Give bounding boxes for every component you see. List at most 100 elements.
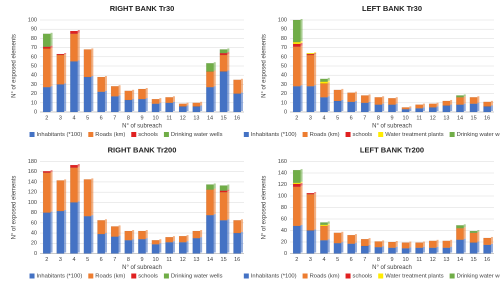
x-tick-label: 8 <box>127 257 130 263</box>
chart-title: RIGHT BANK Tr200 <box>108 145 177 154</box>
bar-segment <box>360 95 369 103</box>
bar-side <box>240 78 243 93</box>
bar-segment <box>138 88 146 100</box>
legend-label: Roads (km) <box>95 274 125 280</box>
legend-swatch <box>88 132 94 137</box>
bar-side <box>490 236 493 244</box>
chart-title: LEFT BANK Tr30 <box>362 4 422 13</box>
x-tick-label: 2 <box>45 257 48 263</box>
bar-side <box>64 210 67 253</box>
bar-side <box>186 235 189 242</box>
bar-segment <box>347 243 356 254</box>
bar-side <box>227 219 230 253</box>
bar-segment <box>292 41 301 45</box>
bar-segment <box>178 103 187 107</box>
bar-segment <box>42 87 51 113</box>
legend-label: Roads (km) <box>310 274 340 280</box>
x-tick-label: 3 <box>309 115 312 121</box>
bar-segment <box>233 79 242 94</box>
y-tick-label: 20 <box>281 239 287 245</box>
bar-side <box>477 96 480 103</box>
bar-segment <box>165 102 174 113</box>
bar-segment <box>206 189 214 216</box>
bar-side <box>327 224 330 240</box>
bar-segment <box>70 202 78 254</box>
y-tick-label: 60 <box>31 220 37 226</box>
bar-side <box>395 241 398 247</box>
y-tick-label: 50 <box>281 63 287 69</box>
y-tick-label: 40 <box>281 228 287 234</box>
bar-segment <box>347 101 356 113</box>
x-tick-label: 9 <box>140 257 143 263</box>
bar-segment <box>415 108 424 113</box>
bar-side <box>159 243 162 253</box>
legend-label: Drinking water wells <box>457 274 500 280</box>
y-tick-label: 40 <box>31 231 37 237</box>
bar-segment <box>178 242 187 254</box>
x-tick-label: 4 <box>72 115 75 121</box>
y-tick-label: 140 <box>278 170 287 176</box>
bar-side <box>145 230 148 239</box>
bar-segment <box>442 105 451 113</box>
x-axis-title: N° of subreach <box>372 124 412 130</box>
bar-side <box>159 98 162 103</box>
bar-segment <box>56 84 65 113</box>
bar-side <box>409 247 412 253</box>
bar-side <box>213 214 216 253</box>
y-tick-label: 60 <box>281 54 287 60</box>
legend-swatch <box>29 273 35 279</box>
bar-segment <box>388 241 396 248</box>
bar-segment <box>42 171 51 173</box>
x-tick-label: 12 <box>180 257 186 263</box>
bar-segment <box>292 225 301 254</box>
bar-side <box>327 223 330 225</box>
legend-label: schools <box>353 132 373 138</box>
bar-side <box>422 107 425 111</box>
bar-side <box>118 235 121 253</box>
bar-side <box>341 242 344 253</box>
x-tick-label: 4 <box>322 257 325 263</box>
x-tick-label: 15 <box>471 115 477 121</box>
legend-label: schools <box>353 274 373 280</box>
legend-swatch <box>378 132 384 137</box>
bar-segment <box>151 244 160 254</box>
bar-segment <box>415 242 424 248</box>
chart-panel: RIGHT BANK Tr200 0 20 40 60 80 100 120 140 160 180… <box>12 145 244 280</box>
bar-segment <box>360 102 369 113</box>
bar-side <box>463 227 466 239</box>
bar-side <box>118 225 121 236</box>
x-tick-label: 11 <box>416 115 422 121</box>
bar-side <box>463 94 466 97</box>
y-tick-label: 180 <box>28 159 37 165</box>
bar-side <box>422 246 425 253</box>
legend-swatch <box>131 132 137 137</box>
bar-segment <box>219 185 228 191</box>
bar-segment <box>206 215 214 254</box>
bar-segment <box>233 220 242 234</box>
bar-side <box>300 169 303 182</box>
x-tick-label: 7 <box>363 115 366 121</box>
bar-segment <box>70 30 78 34</box>
y-tick-label: 60 <box>31 54 37 60</box>
bar-side <box>104 233 107 253</box>
y-axis-title: N° of exposed elements <box>262 34 268 98</box>
bar-segment <box>97 220 106 235</box>
bar-segment <box>97 91 106 113</box>
bar-side <box>213 183 216 189</box>
bar-side <box>436 246 439 253</box>
bar-side <box>314 53 317 86</box>
bar-side <box>50 171 53 212</box>
x-tick-label: 2 <box>295 257 298 263</box>
x-tick-label: 8 <box>127 115 130 121</box>
bar-segment <box>428 107 437 113</box>
x-tick-label: 16 <box>234 115 240 121</box>
x-tick-label: 9 <box>140 115 143 121</box>
bar-segment <box>320 224 328 227</box>
x-tick-label: 3 <box>59 115 62 121</box>
x-tick-label: 15 <box>471 257 477 263</box>
y-axis-title: N° of exposed elements <box>12 34 18 98</box>
y-axis-title: N° of exposed elements <box>262 176 268 240</box>
x-tick-label: 5 <box>336 115 339 121</box>
legend-label: schools <box>138 274 158 280</box>
bar-side <box>104 90 107 111</box>
